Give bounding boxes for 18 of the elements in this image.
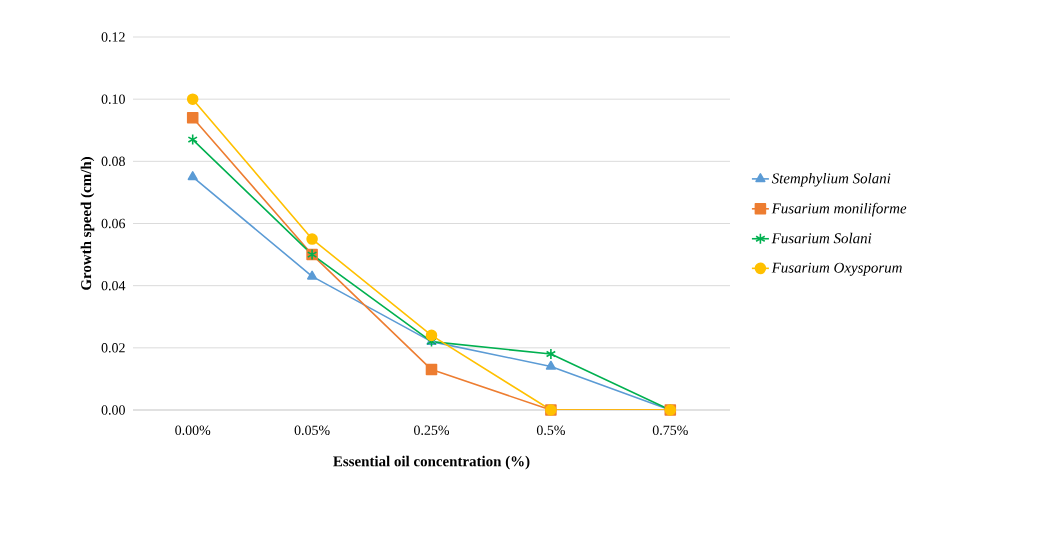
- legend-label: Fusarium moniliforme: [771, 202, 907, 217]
- y-tick-label: 0.10: [101, 94, 125, 104]
- y-tick-label: 0.02: [101, 343, 125, 353]
- y-tick-label: 0.08: [101, 156, 125, 167]
- x-tick-label: 0.75%: [652, 425, 688, 435]
- legend-label: Stemphylium Solani: [771, 172, 891, 187]
- x-axis-title: Essential oil concentration (%): [333, 455, 530, 470]
- x-tick-label: 0.25%: [414, 425, 450, 435]
- x-tick-label: 0.05%: [294, 425, 330, 435]
- x-tick-label: 0.5%: [536, 425, 565, 435]
- legend-label: Fusarium Oxysporum: [771, 262, 902, 276]
- y-tick-label: 0.06: [101, 218, 126, 229]
- y-tick-label: 0.12: [101, 32, 125, 42]
- y-tick-label: 0.00: [101, 405, 125, 415]
- x-tick-label: 0.00%: [175, 425, 211, 435]
- y-tick-label: 0.04: [101, 280, 126, 291]
- y-axis-title: Growth speed (cm/h): [80, 157, 95, 290]
- legend-label: Fusarium Solani: [771, 232, 872, 244]
